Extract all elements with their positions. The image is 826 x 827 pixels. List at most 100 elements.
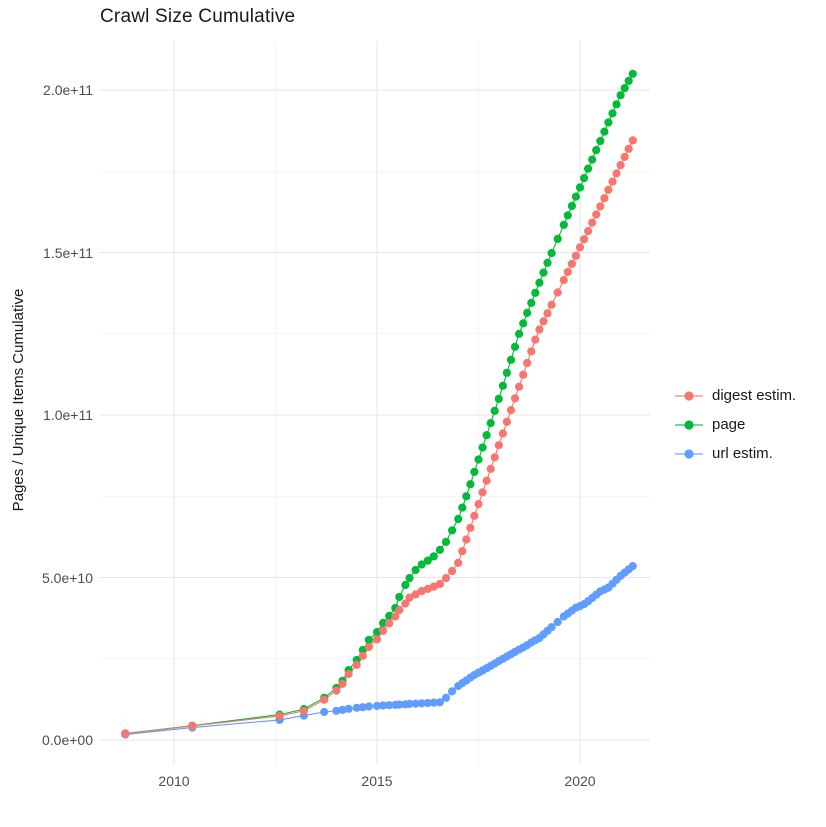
legend-key-page-icon [675, 419, 703, 430]
data-point [372, 635, 382, 644]
data-point [372, 628, 382, 637]
data-point [482, 431, 491, 440]
data-point [411, 699, 420, 708]
data-point [401, 599, 410, 608]
data-point [391, 612, 400, 621]
x-tick-label: 2010 [158, 773, 190, 789]
data-point [515, 329, 524, 338]
data-point [352, 703, 361, 712]
data-point [600, 194, 609, 203]
data-point [553, 234, 562, 243]
data-point [121, 729, 130, 738]
y-tick-label: 0.0e+00 [42, 732, 93, 748]
data-point [411, 565, 420, 575]
data-point [320, 695, 329, 704]
data-point [338, 679, 347, 688]
data-point [395, 605, 404, 615]
data-point [401, 580, 410, 590]
data-point [478, 488, 487, 497]
data-point [478, 443, 487, 452]
data-point [580, 235, 589, 244]
data-point [429, 552, 438, 561]
data-point [486, 419, 495, 428]
data-point [320, 707, 329, 717]
data-point [612, 169, 621, 178]
series-line-digest-estim- [125, 140, 634, 735]
data-point [584, 227, 593, 236]
data-point [332, 686, 341, 695]
data-point [553, 288, 562, 297]
data-point [547, 249, 556, 258]
x-tick-label: 2020 [564, 773, 596, 789]
data-point [608, 109, 617, 118]
data-point [596, 136, 605, 146]
data-point [498, 429, 507, 438]
data-point [435, 545, 444, 555]
data-point [429, 698, 438, 707]
data-point [299, 706, 308, 715]
data-point [395, 700, 404, 709]
legend-label-digest: digest estim. [712, 387, 797, 404]
data-point [531, 288, 540, 297]
legend-item-page: page [674, 410, 796, 439]
data-point [482, 476, 491, 485]
data-point [448, 526, 457, 535]
data-point [616, 161, 625, 170]
data-point [616, 91, 625, 100]
legend-item-digest-estim: digest estim. [674, 381, 796, 410]
data-point [624, 76, 633, 85]
data-point [535, 278, 544, 287]
data-point [519, 370, 528, 379]
data-point [523, 358, 532, 368]
data-point [575, 183, 585, 192]
legend-label-page: page [712, 416, 746, 433]
data-point [490, 453, 499, 462]
data-point [474, 500, 483, 509]
data-point [486, 464, 495, 473]
data-point [352, 660, 361, 670]
data-point [458, 547, 467, 556]
data-point [448, 687, 457, 696]
data-point [338, 705, 347, 714]
data-point [494, 441, 503, 450]
data-point [510, 342, 520, 351]
data-point [620, 84, 629, 93]
data-point [592, 210, 601, 219]
x-tick-label: 2015 [361, 773, 393, 789]
data-point [588, 155, 597, 164]
data-point [344, 704, 353, 713]
data-point [462, 535, 471, 544]
chart-title: Crawl Size Cumulative [100, 6, 296, 27]
legend-key-digest-icon [675, 390, 703, 401]
y-tick-label: 2.0e+11 [43, 82, 93, 98]
data-point [506, 406, 516, 415]
data-point [417, 560, 426, 569]
y-tick-label: 5.0e+10 [42, 569, 93, 586]
data-point [435, 579, 444, 589]
data-point [567, 201, 577, 211]
y-tick-label: 1.0e+11 [43, 407, 93, 423]
data-point [379, 701, 388, 710]
data-point [385, 611, 394, 621]
data-point [417, 699, 426, 708]
data-point [628, 562, 637, 571]
data-point [358, 645, 367, 655]
data-point [506, 355, 516, 364]
data-point [563, 211, 572, 220]
data-point [498, 381, 507, 390]
data-point [358, 651, 367, 660]
legend-label-url: url estim. [712, 445, 773, 462]
data-point [523, 308, 532, 317]
data-point [547, 623, 556, 632]
data-point [596, 202, 605, 211]
data-point [466, 480, 475, 489]
data-point [600, 127, 609, 136]
y-tick-label: 1.5e+11 [43, 244, 93, 261]
data-point [344, 669, 353, 679]
data-point [575, 243, 585, 252]
legend-item-url-estim: url estim. [674, 439, 796, 468]
data-point [494, 394, 503, 403]
data-point [448, 566, 457, 576]
data-point [588, 218, 597, 227]
data-point [567, 259, 577, 268]
